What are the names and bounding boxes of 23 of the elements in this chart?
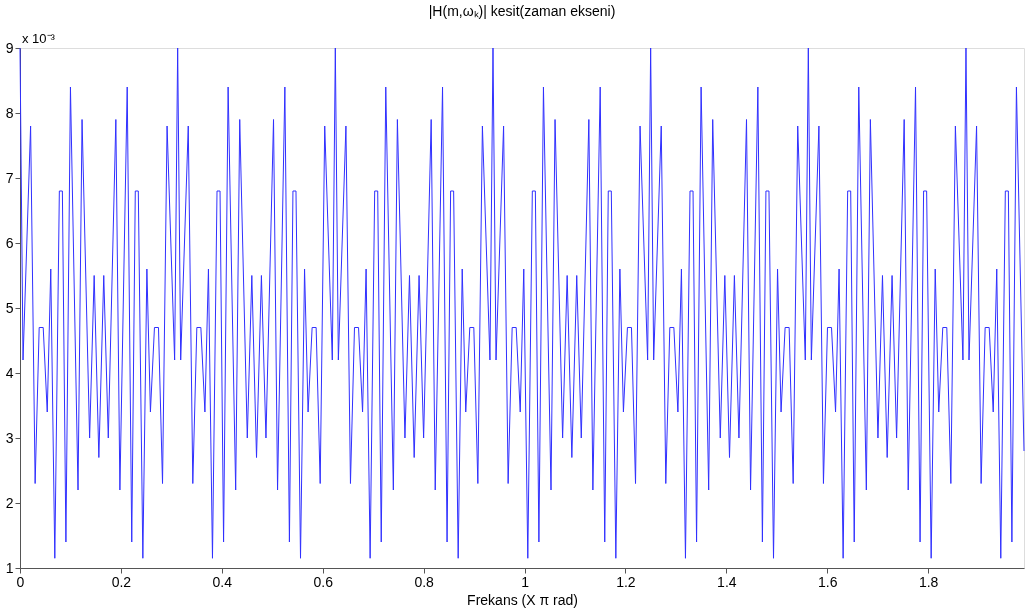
x-tick-label: 1.6 xyxy=(818,573,838,590)
y-tick-label: 8 xyxy=(5,104,14,121)
line-series xyxy=(19,47,1025,559)
y-tick-label: 6 xyxy=(5,234,14,251)
y-tick-label: 4 xyxy=(5,364,14,381)
x-tick-label: 1.4 xyxy=(717,573,737,590)
y-tick-label: 2 xyxy=(5,494,14,511)
x-tick-label: 1.8 xyxy=(918,573,939,590)
x-tick-label: 1 xyxy=(521,573,530,590)
y-tick-label: 7 xyxy=(5,169,14,186)
y-tick-label: 9 xyxy=(5,39,14,56)
x-axis-title: Frekans (X π rad) xyxy=(467,591,578,608)
y-tick-label: 5 xyxy=(5,299,14,316)
x-tick-label: 0.8 xyxy=(414,573,435,590)
x-tick-label: 1.2 xyxy=(616,573,636,590)
x-tick-label: 0 xyxy=(16,573,25,590)
x-tick-label: 0.6 xyxy=(313,573,334,590)
x-tick-label: 0.4 xyxy=(212,573,233,590)
y-tick-label: 3 xyxy=(5,429,14,446)
chart-title: |H(m,ωₖ)| kesit(zaman ekseni) xyxy=(428,3,616,19)
text: x 10⁻³ xyxy=(22,31,56,46)
y-tick-label: 1 xyxy=(5,559,14,576)
x-tick-label: 0.2 xyxy=(111,573,132,590)
